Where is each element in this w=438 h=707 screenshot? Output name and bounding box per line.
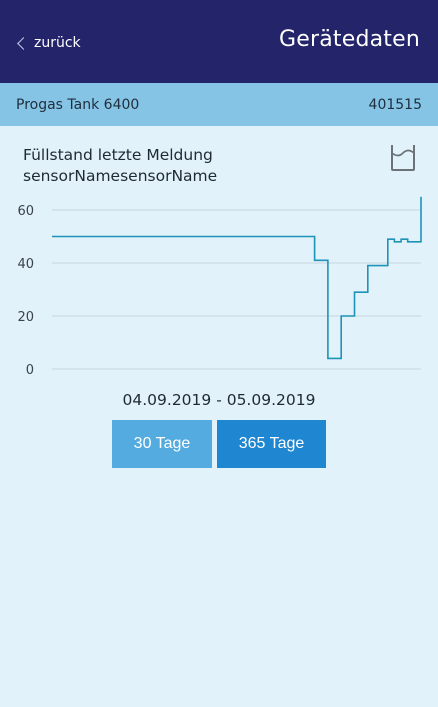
chart-heading: Füllstand letzte Meldung sensorNamesenso… <box>23 145 217 187</box>
device-bar: Progas Tank 6400 401515 <box>0 83 438 126</box>
top-bar: zurück Gerätedaten <box>0 0 438 83</box>
date-range: 04.09.2019 - 05.09.2019 <box>122 391 316 409</box>
chart-heading-line2: sensorNamesensorName <box>23 167 218 185</box>
y-tick-label: 20 <box>17 310 34 325</box>
y-tick-label: 40 <box>17 257 34 272</box>
device-name: Progas Tank 6400 <box>16 96 140 113</box>
level-chart: 0 20 40 60 <box>0 190 438 385</box>
y-tick-label: 0 <box>26 363 34 378</box>
y-tick-label: 60 <box>17 204 34 219</box>
page-title: Gerätedaten <box>278 27 420 52</box>
range-30-days-button[interactable]: 30 Tage <box>112 420 212 468</box>
tank-level-icon <box>391 145 415 171</box>
back-label: zurück <box>34 35 81 51</box>
range-365-days-button[interactable]: 365 Tage <box>217 420 326 468</box>
back-button[interactable]: zurück <box>16 34 81 52</box>
series-line <box>52 196 422 360</box>
chart-heading-line1: Füllstand letzte Meldung <box>23 146 213 164</box>
chevron-left-icon <box>17 36 30 50</box>
device-id: 401515 <box>368 96 422 113</box>
chart-svg: 0 20 40 60 <box>17 196 422 378</box>
